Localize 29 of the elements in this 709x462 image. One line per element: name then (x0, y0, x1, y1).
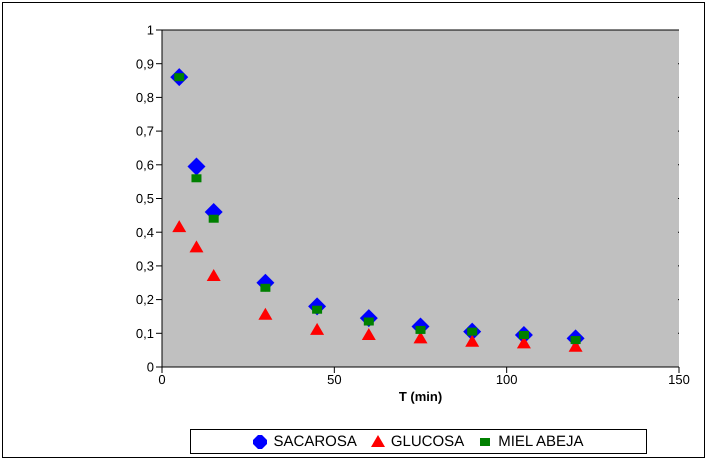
y-tick-label: 1 (146, 22, 154, 38)
y-tick-label: 0 (146, 360, 154, 375)
y-tick-label: 0,6 (136, 157, 154, 172)
x-tick-label: 100 (496, 372, 518, 388)
x-tick-label: 150 (668, 372, 690, 388)
x-tick-label: 0 (158, 372, 166, 388)
point (189, 240, 204, 252)
legend-label: GLUCOSA (390, 433, 464, 450)
y-tick-label: 0,8 (136, 90, 154, 106)
y-tick-label: 0,2 (136, 292, 154, 308)
legend-label: SACAROSA (272, 433, 357, 450)
legend-label: MIEL ABEJA (497, 433, 584, 450)
x-axis-title: T (min) (398, 389, 442, 404)
point (465, 334, 480, 347)
y-tick-label: 0,3 (136, 258, 154, 274)
y-tick-label: 0,5 (136, 191, 154, 206)
y-tick-label: 0,7 (136, 124, 154, 139)
y-tick-label: 0,1 (136, 326, 154, 341)
x-tick-label: 50 (327, 372, 342, 388)
point (362, 328, 376, 340)
point (206, 269, 221, 282)
point (208, 214, 219, 223)
point (191, 174, 202, 182)
point (172, 220, 186, 232)
point (310, 322, 324, 335)
point (187, 157, 206, 176)
y-tick-label: 0,4 (136, 224, 154, 240)
y-tick-label: 0,9 (136, 56, 154, 72)
point (258, 308, 272, 320)
